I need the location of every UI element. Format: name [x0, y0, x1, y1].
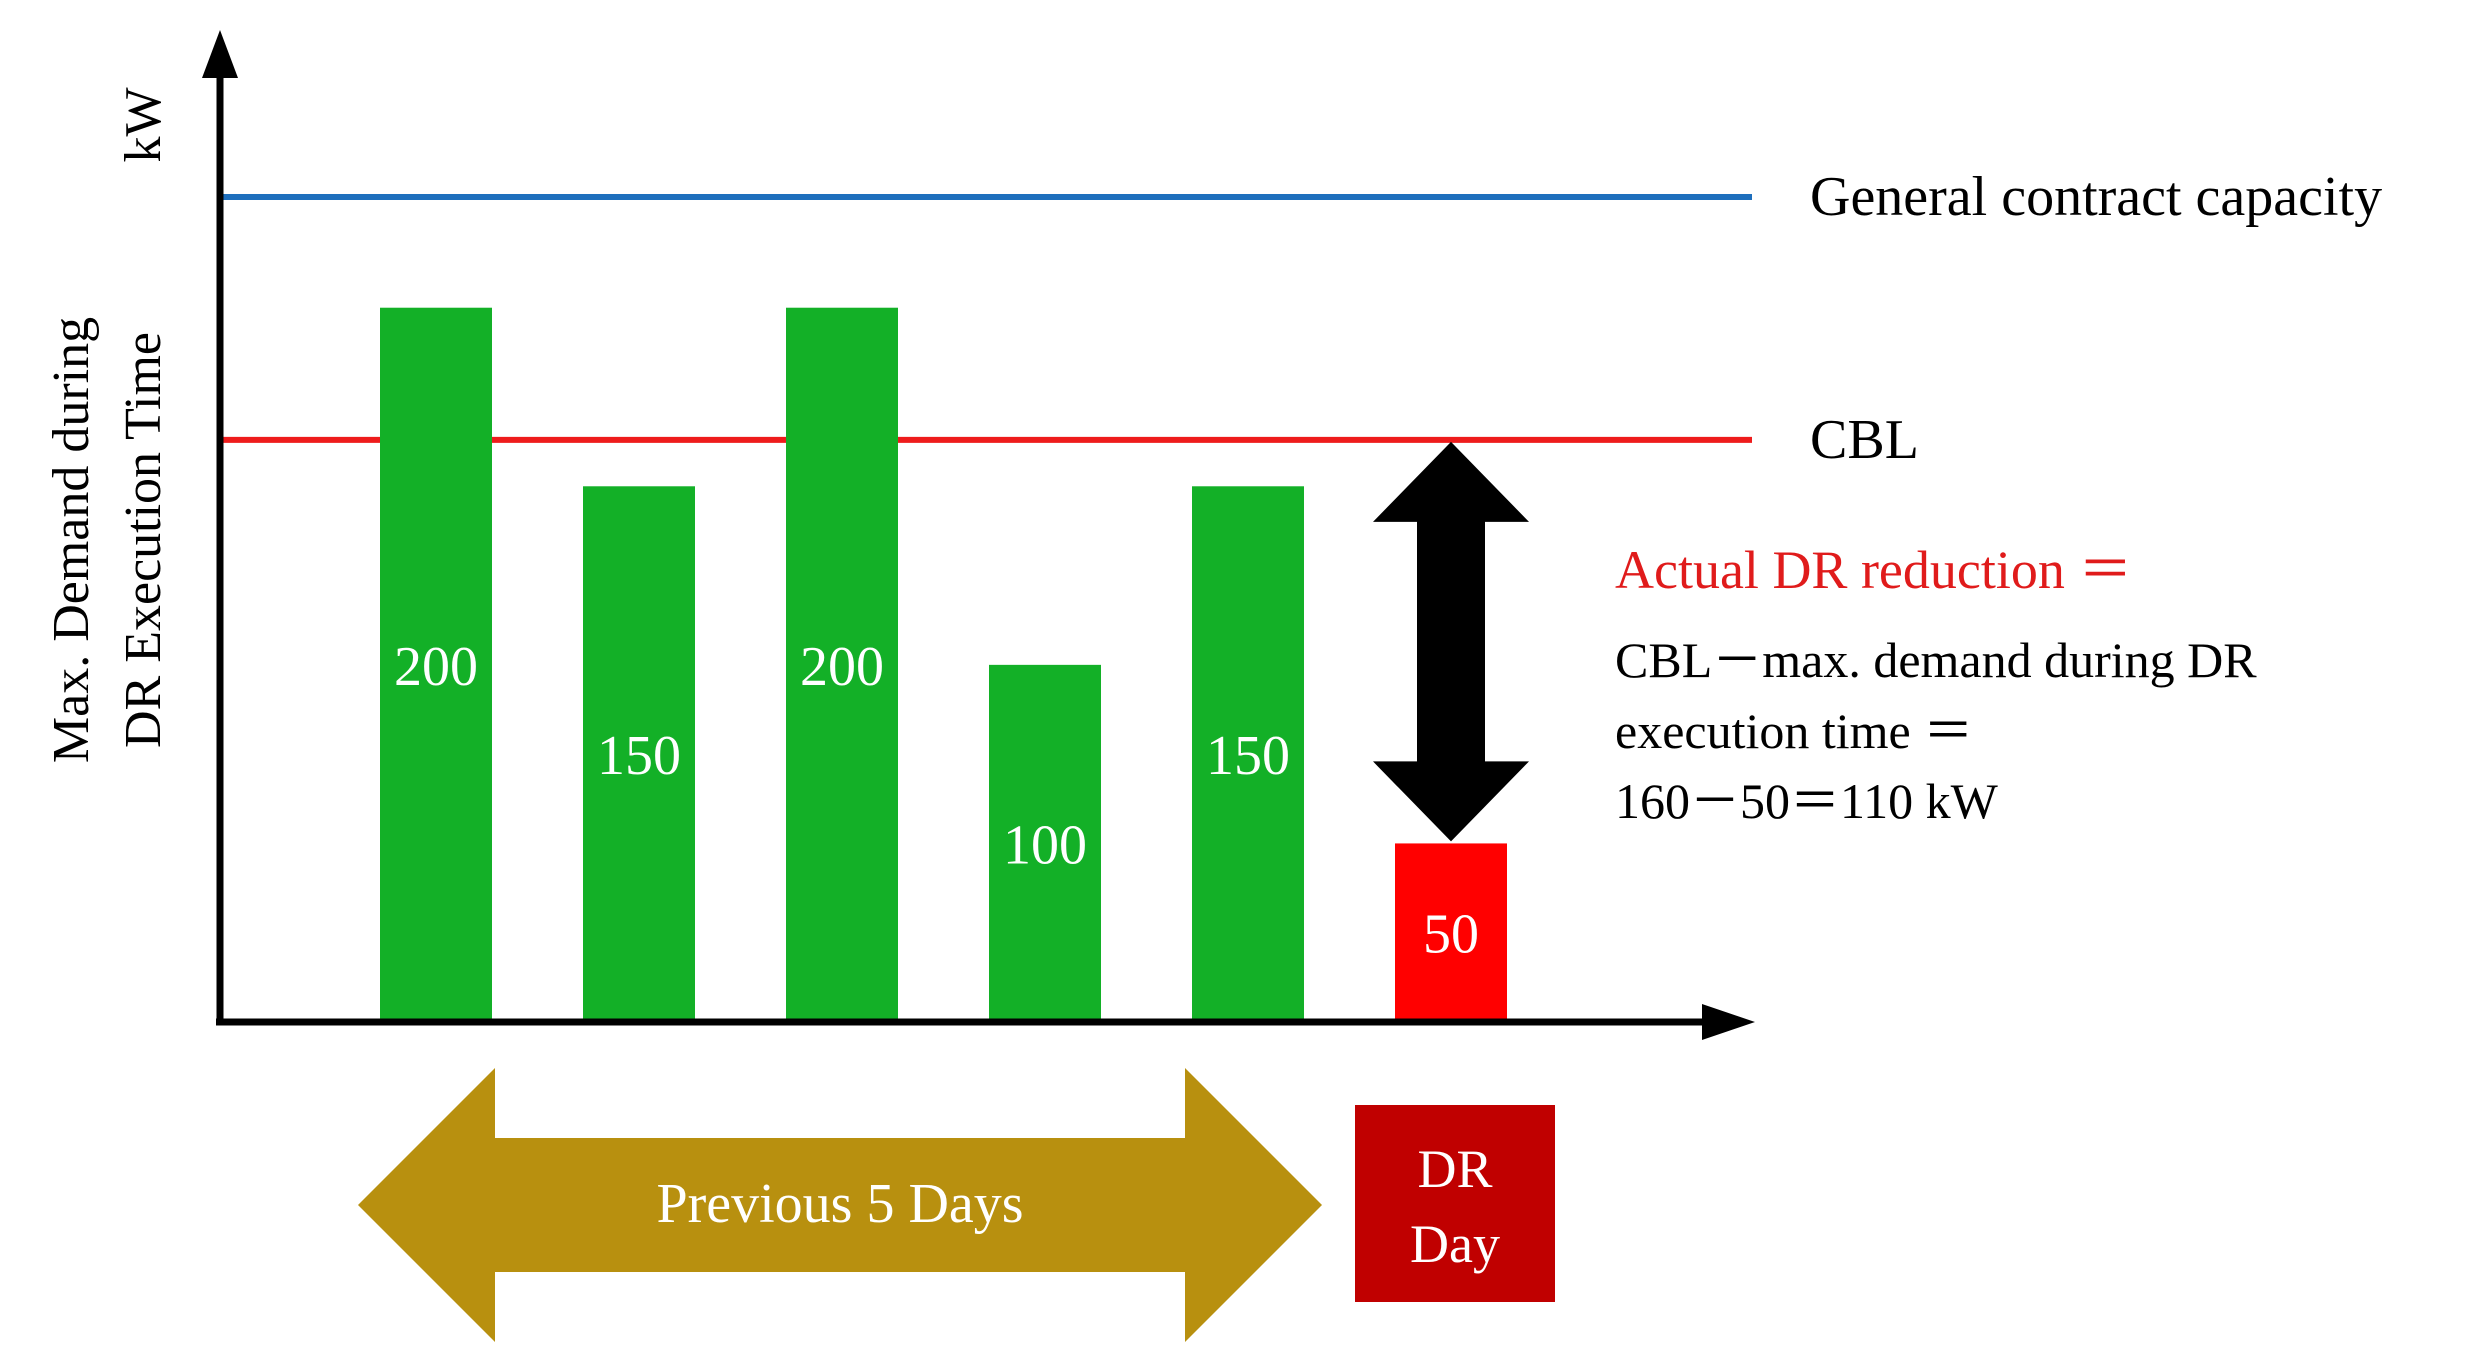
annotation-line-3: 160－50＝110 kW — [1615, 773, 1999, 829]
x-axis-arrowhead — [1702, 1004, 1755, 1040]
bar-day-3 — [786, 307, 898, 1022]
cbl-label: CBL — [1810, 409, 1919, 471]
bar-value-label: 100 — [1003, 814, 1087, 876]
dr-day-box — [1355, 1105, 1555, 1302]
bar-value-label: 150 — [1206, 725, 1290, 787]
bar-day-4 — [989, 664, 1101, 1022]
annotation-line-2: execution time ＝ — [1615, 703, 1973, 759]
annotation-title: Actual DR reduction ＝ — [1615, 540, 2132, 600]
bar-value-label: 200 — [800, 636, 884, 698]
reduction-double-arrow — [1373, 441, 1529, 842]
y-axis-label-line-2: DR Execution Time — [115, 332, 172, 748]
bar-value-label: 200 — [394, 636, 478, 698]
contract-capacity-label: General contract capacity — [1810, 166, 2382, 228]
bar-value-label: 50 — [1423, 904, 1479, 966]
axes-layer — [202, 30, 1755, 1040]
bar-day-5 — [1192, 486, 1304, 1022]
reference-lines-layer: General contract capacity CBL — [220, 166, 2382, 471]
annotation-line-1: CBL－max. demand during DR — [1615, 632, 2257, 688]
bar-value-label: 150 — [597, 725, 681, 787]
previous-5-days-arrow — [358, 1068, 1322, 1342]
y-axis-label-line-1: Max. Demand during — [43, 317, 100, 763]
previous-5-days-label: Previous 5 Days — [656, 1173, 1023, 1235]
bar-day-1 — [380, 307, 492, 1022]
y-unit-label: kW — [115, 87, 172, 162]
dr-day-label-line-1: DR — [1417, 1139, 1492, 1199]
dr-day-label-line-2: Day — [1410, 1214, 1500, 1274]
bar-day-2 — [583, 486, 695, 1022]
period-labels-layer: Previous 5 Days DR Day — [358, 1068, 1555, 1342]
reduction-arrow-layer — [1373, 441, 1529, 842]
bars-layer: 200 150 200 100 150 50 — [380, 307, 1507, 1022]
text-layer: kW Max. Demand during DR Execution Time … — [43, 87, 2257, 829]
bar-dr-day — [1395, 843, 1507, 1022]
y-axis-arrowhead — [202, 30, 238, 78]
